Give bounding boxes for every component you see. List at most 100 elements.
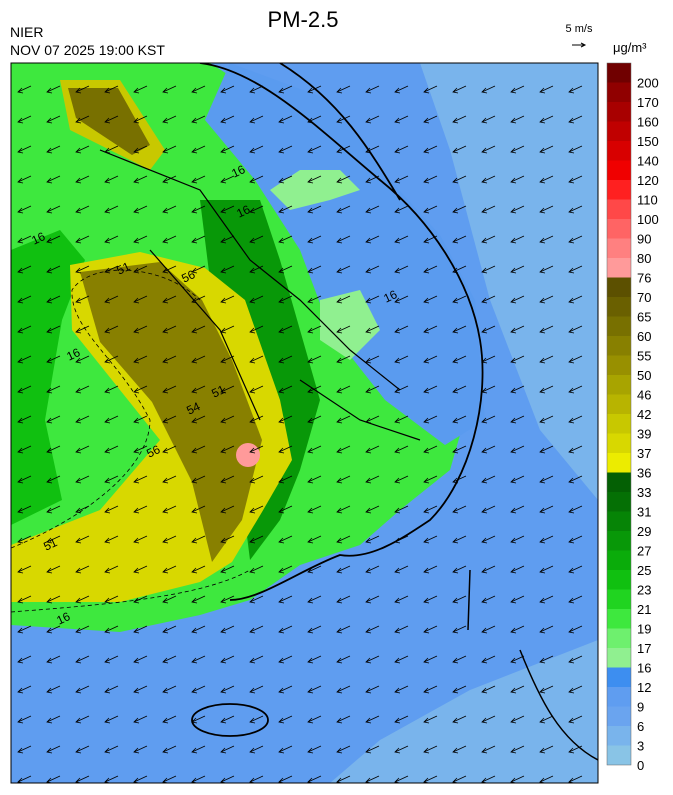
wind-arrow <box>568 745 583 754</box>
colorbar-swatch <box>607 141 631 161</box>
wind-arrow <box>249 205 264 214</box>
wind-arrow <box>452 415 467 424</box>
wind-arrow <box>394 115 409 124</box>
colorbar-swatch <box>607 199 631 219</box>
wind-arrow <box>307 595 322 604</box>
wind-arrow <box>46 535 61 544</box>
wind-arrow <box>539 565 554 574</box>
colorbar-label: 70 <box>637 290 651 305</box>
wind-arrow <box>423 475 438 484</box>
wind-arrow <box>568 475 583 484</box>
wind-arrow <box>539 325 554 334</box>
wind-arrow <box>104 715 119 724</box>
wind-arrow <box>133 145 148 154</box>
wind-arrow <box>220 265 235 274</box>
wind-arrow <box>481 565 496 574</box>
wind-arrow <box>394 205 409 214</box>
wind-arrow <box>220 205 235 214</box>
wind-arrow <box>539 145 554 154</box>
colorbar-label: 33 <box>637 485 651 500</box>
wind-arrow <box>539 535 554 544</box>
wind-arrow <box>162 505 177 514</box>
wind-arrow <box>191 265 206 274</box>
wind-arrow <box>336 145 351 154</box>
wind-arrow <box>75 475 90 484</box>
wind-arrow <box>104 475 119 484</box>
colorbar-swatch <box>607 511 631 531</box>
wind-arrow <box>394 355 409 364</box>
colorbar-label: 160 <box>637 115 659 130</box>
contour-label: 56 <box>179 267 197 285</box>
colorbar-label: 21 <box>637 602 651 617</box>
wind-arrow <box>104 205 119 214</box>
wind-arrow <box>220 235 235 244</box>
wind-arrow <box>191 145 206 154</box>
wind-arrow <box>104 745 119 754</box>
wind-arrow <box>539 355 554 364</box>
wind-arrow <box>510 415 525 424</box>
wind-arrow <box>278 385 293 394</box>
wind-arrow <box>191 655 206 664</box>
colorbar-label: 55 <box>637 349 651 364</box>
wind-arrow <box>133 685 148 694</box>
wind-arrow <box>510 235 525 244</box>
wind-arrow <box>191 175 206 184</box>
wind-arrow <box>278 325 293 334</box>
wind-arrow <box>568 295 583 304</box>
wind-arrow <box>481 685 496 694</box>
wind-arrow <box>162 265 177 274</box>
agency: NIER <box>10 24 43 40</box>
wind-arrow <box>365 145 380 154</box>
wind-arrow <box>336 265 351 274</box>
wind-arrow <box>568 85 583 94</box>
wind-arrow <box>17 505 32 514</box>
wind-arrow <box>481 625 496 634</box>
wind-arrow <box>307 415 322 424</box>
wind-arrow <box>46 655 61 664</box>
wind-arrow <box>133 595 148 604</box>
wind-arrow <box>17 385 32 394</box>
wind-arrow <box>133 535 148 544</box>
wind-arrows <box>17 85 583 783</box>
wind-arrow <box>510 325 525 334</box>
colorbar-swatch <box>607 726 631 746</box>
wind-arrow <box>394 715 409 724</box>
wind-arrow <box>452 265 467 274</box>
wind-arrow <box>191 205 206 214</box>
wind-arrow <box>481 445 496 454</box>
wind-arrow <box>510 655 525 664</box>
wind-arrow <box>17 295 32 304</box>
colorbar-swatch <box>607 277 631 297</box>
wind-arrow <box>307 265 322 274</box>
colorbar-label: 80 <box>637 251 651 266</box>
wind-arrow <box>104 355 119 364</box>
wind-arrow <box>452 565 467 574</box>
unit: μg/m³ <box>613 40 647 55</box>
wind-arrow <box>568 715 583 724</box>
wind-arrow <box>307 655 322 664</box>
wind-arrow <box>133 325 148 334</box>
wind-arrow <box>278 115 293 124</box>
wind-arrow <box>220 445 235 454</box>
wind-arrow <box>191 625 206 634</box>
wind-arrow <box>510 745 525 754</box>
wind-arrow <box>307 145 322 154</box>
colorbar-label: 170 <box>637 95 659 110</box>
wind-arrow <box>568 505 583 514</box>
wind-arrow <box>104 265 119 274</box>
wind-arrow <box>452 715 467 724</box>
wind-arrow <box>568 535 583 544</box>
map-field: 16 16 16 16 56 51 16 51 54 56 51 16 <box>11 63 598 783</box>
wind-arrow <box>394 655 409 664</box>
wind-arrow <box>539 505 554 514</box>
wind-arrow <box>162 205 177 214</box>
wind-arrow <box>365 535 380 544</box>
wind-arrow <box>452 115 467 124</box>
wind-arrow <box>133 715 148 724</box>
wind-arrow <box>481 145 496 154</box>
colorbar-label: 27 <box>637 544 651 559</box>
wind-arrow <box>336 535 351 544</box>
wind-arrow <box>423 235 438 244</box>
wind-arrow <box>394 85 409 94</box>
colorbar-swatch <box>607 609 631 629</box>
